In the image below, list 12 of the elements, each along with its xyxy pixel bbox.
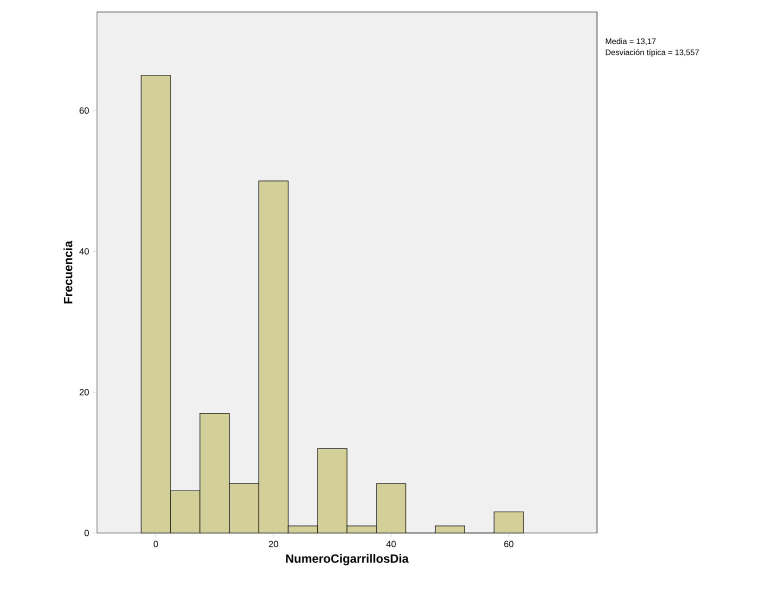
y-tick-label: 40 — [79, 248, 89, 255]
x-axis-title: NumeroCigarrillosDia — [286, 554, 409, 566]
text: Media = 13,17 — [606, 38, 656, 46]
y-tick-label: 0 — [84, 530, 89, 536]
y-tick-label: 60 — [80, 107, 89, 114]
x-tick-label: 20 — [268, 540, 278, 548]
text: Desviación típica = 13,557 — [606, 49, 699, 57]
x-tick-label: 40 — [386, 540, 396, 548]
x-tick-label: 60 — [504, 540, 514, 548]
x-tick-label: 0 — [154, 540, 158, 548]
y-axis-title: Frecuencia — [64, 240, 72, 304]
y-tick-label: 20 — [80, 389, 89, 396]
